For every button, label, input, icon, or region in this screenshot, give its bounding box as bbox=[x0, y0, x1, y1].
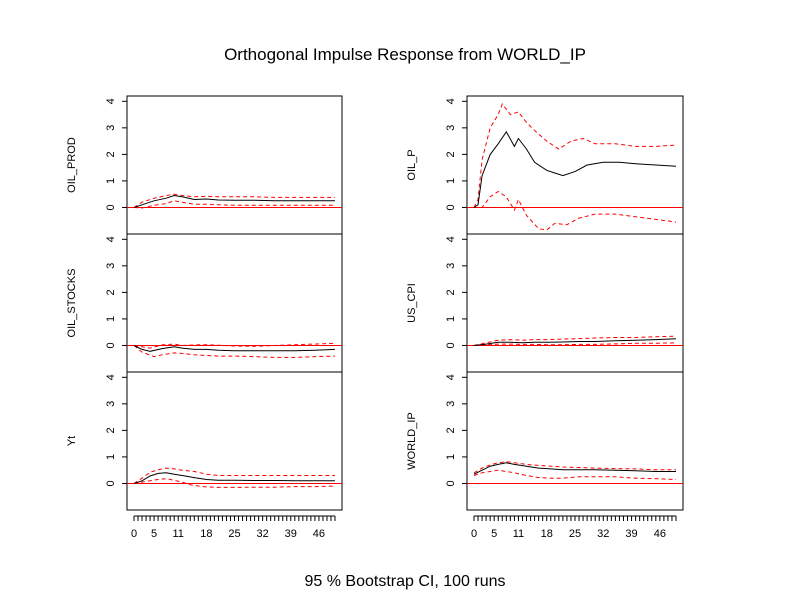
x-tick-label: 25 bbox=[228, 528, 240, 540]
y-tick-label: 0 bbox=[105, 480, 117, 486]
response-line bbox=[473, 130, 677, 208]
panel-oil_stocks: 0 1 2 3 4 OIL_STOCKS bbox=[66, 233, 343, 373]
y-tick-label: 4 bbox=[105, 374, 117, 380]
x-tick-label: 39 bbox=[285, 528, 297, 540]
response-line bbox=[133, 472, 335, 484]
y-tick-label: 3 bbox=[445, 401, 457, 407]
y-tick-label: 1 bbox=[445, 316, 457, 322]
x-tick-label: 46 bbox=[654, 528, 666, 540]
y-tick-label: 2 bbox=[445, 289, 457, 295]
y-tick-label: 2 bbox=[105, 289, 117, 295]
panel-us_cpi: 0 1 2 3 4 US_CPI bbox=[406, 233, 684, 373]
y-axis: 0 1 2 3 4 bbox=[105, 374, 127, 487]
panels-group: 0 1 2 3 4 OIL_PROD 0 1 2 3 4 OIL_P 0 1 2 3 4 OIL_STOCKS 0 1… bbox=[66, 95, 684, 540]
y-axis: 0 1 2 3 4 bbox=[445, 374, 467, 487]
x-tick-label: 11 bbox=[513, 528, 524, 540]
ci-upper-line bbox=[133, 193, 335, 208]
ci-lower-line bbox=[473, 469, 677, 480]
ci-lower-line bbox=[133, 345, 336, 358]
y-tick-label: 2 bbox=[445, 427, 457, 433]
response-line bbox=[473, 462, 676, 475]
y-tick-label: 1 bbox=[445, 454, 457, 460]
x-tick-label: 32 bbox=[597, 528, 609, 540]
panel-frame bbox=[126, 371, 343, 511]
x-tick-label: 0 bbox=[471, 528, 477, 540]
x-tick-label: 5 bbox=[151, 528, 157, 540]
ci-lower-line bbox=[133, 478, 336, 488]
response-line bbox=[473, 338, 677, 346]
panel-ylabel: OIL_P bbox=[406, 149, 418, 180]
ci-upper-line bbox=[133, 342, 336, 349]
x-tick-label: 25 bbox=[569, 528, 581, 540]
panel-frame bbox=[126, 95, 343, 235]
x-axis: 0 5 11 18 25 32 39 46 bbox=[471, 515, 677, 540]
y-tick-label: 1 bbox=[445, 178, 457, 184]
x-axis: 0 5 11 18 25 32 39 46 bbox=[131, 515, 336, 540]
panel-yt: 0 1 2 3 4 Yt 0 5 11 18 25 32 39 46 bbox=[66, 371, 343, 540]
x-tick-label: 5 bbox=[491, 528, 497, 540]
y-tick-label: 0 bbox=[445, 480, 457, 486]
panel-frame bbox=[466, 233, 684, 373]
x-tick-label: 18 bbox=[541, 528, 553, 540]
y-axis: 0 1 2 3 4 bbox=[445, 98, 467, 211]
y-tick-label: 2 bbox=[105, 151, 117, 157]
panel-ylabel: Yt bbox=[66, 436, 78, 446]
y-axis: 0 1 2 3 4 bbox=[105, 98, 127, 211]
y-tick-label: 3 bbox=[105, 263, 117, 269]
y-tick-label: 1 bbox=[105, 316, 117, 322]
y-axis: 0 1 2 3 4 bbox=[105, 236, 127, 349]
panel-oil_prod: 0 1 2 3 4 OIL_PROD bbox=[66, 95, 343, 235]
ci-lower-line bbox=[474, 190, 677, 231]
y-tick-label: 3 bbox=[105, 401, 117, 407]
x-tick-label: 0 bbox=[131, 528, 137, 540]
y-tick-label: 3 bbox=[445, 125, 457, 131]
y-tick-label: 4 bbox=[445, 236, 457, 242]
ci-upper-line bbox=[473, 102, 677, 208]
response-line bbox=[133, 194, 335, 208]
y-tick-label: 0 bbox=[445, 204, 457, 210]
x-tick-label: 39 bbox=[625, 528, 637, 540]
y-tick-label: 4 bbox=[105, 98, 117, 104]
panel-ylabel: OIL_STOCKS bbox=[66, 269, 78, 338]
y-tick-label: 2 bbox=[445, 151, 457, 157]
x-tick-label: 32 bbox=[257, 528, 269, 540]
y-tick-label: 0 bbox=[105, 342, 117, 348]
y-tick-label: 1 bbox=[105, 178, 117, 184]
ci-lower-line bbox=[133, 200, 335, 209]
x-tick-label: 18 bbox=[200, 528, 212, 540]
chart-title: Orthogonal Impulse Response from WORLD_I… bbox=[224, 45, 586, 64]
y-tick-label: 3 bbox=[105, 125, 117, 131]
y-tick-label: 1 bbox=[105, 454, 117, 460]
panel-world_ip: 0 1 2 3 4 WORLD_IP 0 5 11 18 25 32 39 46 bbox=[406, 371, 684, 540]
panel-ylabel: OIL_PROD bbox=[66, 137, 78, 193]
y-tick-label: 4 bbox=[445, 98, 457, 104]
y-tick-label: 2 bbox=[105, 427, 117, 433]
ci-lower-line bbox=[473, 342, 677, 346]
y-tick-label: 3 bbox=[445, 263, 457, 269]
x-tick-label: 11 bbox=[173, 528, 184, 540]
panel-oil_p: 0 1 2 3 4 OIL_P bbox=[406, 95, 684, 235]
panel-frame bbox=[466, 371, 684, 511]
y-tick-label: 0 bbox=[105, 204, 117, 210]
response-line bbox=[133, 345, 336, 352]
panel-ylabel: US_CPI bbox=[406, 283, 418, 323]
chart-caption: 95 % Bootstrap CI, 100 runs bbox=[305, 573, 506, 590]
y-axis: 0 1 2 3 4 bbox=[445, 236, 467, 349]
x-tick-label: 46 bbox=[313, 528, 325, 540]
panel-ylabel: WORLD_IP bbox=[406, 412, 418, 469]
ci-upper-line bbox=[473, 461, 676, 474]
y-tick-label: 0 bbox=[445, 342, 457, 348]
y-tick-label: 4 bbox=[105, 236, 117, 242]
ci-upper-line bbox=[133, 467, 335, 484]
y-tick-label: 4 bbox=[445, 374, 457, 380]
